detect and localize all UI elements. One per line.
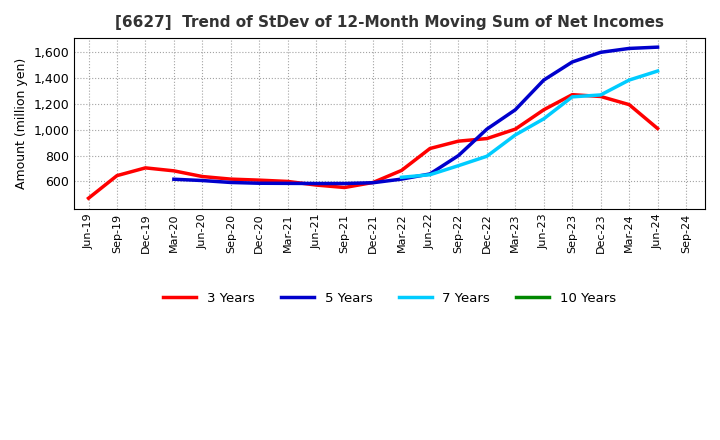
7 Years <box>539 116 548 121</box>
5 Years <box>653 44 662 50</box>
3 Years <box>312 183 320 188</box>
7 Years <box>596 92 605 98</box>
3 Years <box>454 139 463 144</box>
5 Years <box>341 181 349 186</box>
5 Years <box>284 181 292 186</box>
5 Years <box>568 59 577 65</box>
3 Years <box>653 126 662 131</box>
5 Years <box>169 176 178 182</box>
3 Years <box>539 107 548 112</box>
5 Years <box>227 180 235 185</box>
5 Years <box>369 180 377 185</box>
7 Years <box>397 175 406 180</box>
5 Years <box>539 77 548 83</box>
3 Years <box>482 136 491 141</box>
3 Years <box>397 168 406 173</box>
5 Years <box>511 107 520 112</box>
3 Years <box>141 165 150 171</box>
5 Years <box>255 180 264 186</box>
7 Years <box>482 154 491 159</box>
3 Years <box>255 177 264 183</box>
5 Years <box>312 181 320 186</box>
5 Years <box>596 50 605 55</box>
3 Years <box>511 127 520 132</box>
Legend: 3 Years, 5 Years, 7 Years, 10 Years: 3 Years, 5 Years, 7 Years, 10 Years <box>158 287 621 310</box>
5 Years <box>426 171 434 176</box>
Title: [6627]  Trend of StDev of 12-Month Moving Sum of Net Incomes: [6627] Trend of StDev of 12-Month Moving… <box>115 15 664 30</box>
7 Years <box>511 132 520 138</box>
3 Years <box>568 92 577 97</box>
3 Years <box>198 174 207 179</box>
3 Years <box>227 176 235 182</box>
5 Years <box>625 46 634 51</box>
7 Years <box>426 172 434 177</box>
Line: 5 Years: 5 Years <box>174 47 657 183</box>
3 Years <box>625 102 634 107</box>
3 Years <box>169 168 178 173</box>
Y-axis label: Amount (million yen): Amount (million yen) <box>15 58 28 189</box>
3 Years <box>596 94 605 99</box>
3 Years <box>284 179 292 184</box>
5 Years <box>397 176 406 182</box>
5 Years <box>454 153 463 158</box>
7 Years <box>625 77 634 83</box>
7 Years <box>454 163 463 169</box>
3 Years <box>341 185 349 190</box>
3 Years <box>369 180 377 185</box>
3 Years <box>84 196 93 201</box>
5 Years <box>198 178 207 183</box>
5 Years <box>482 127 491 132</box>
3 Years <box>112 173 121 178</box>
7 Years <box>653 68 662 73</box>
7 Years <box>568 94 577 99</box>
Line: 3 Years: 3 Years <box>89 95 657 198</box>
Line: 7 Years: 7 Years <box>402 71 657 177</box>
3 Years <box>426 146 434 151</box>
